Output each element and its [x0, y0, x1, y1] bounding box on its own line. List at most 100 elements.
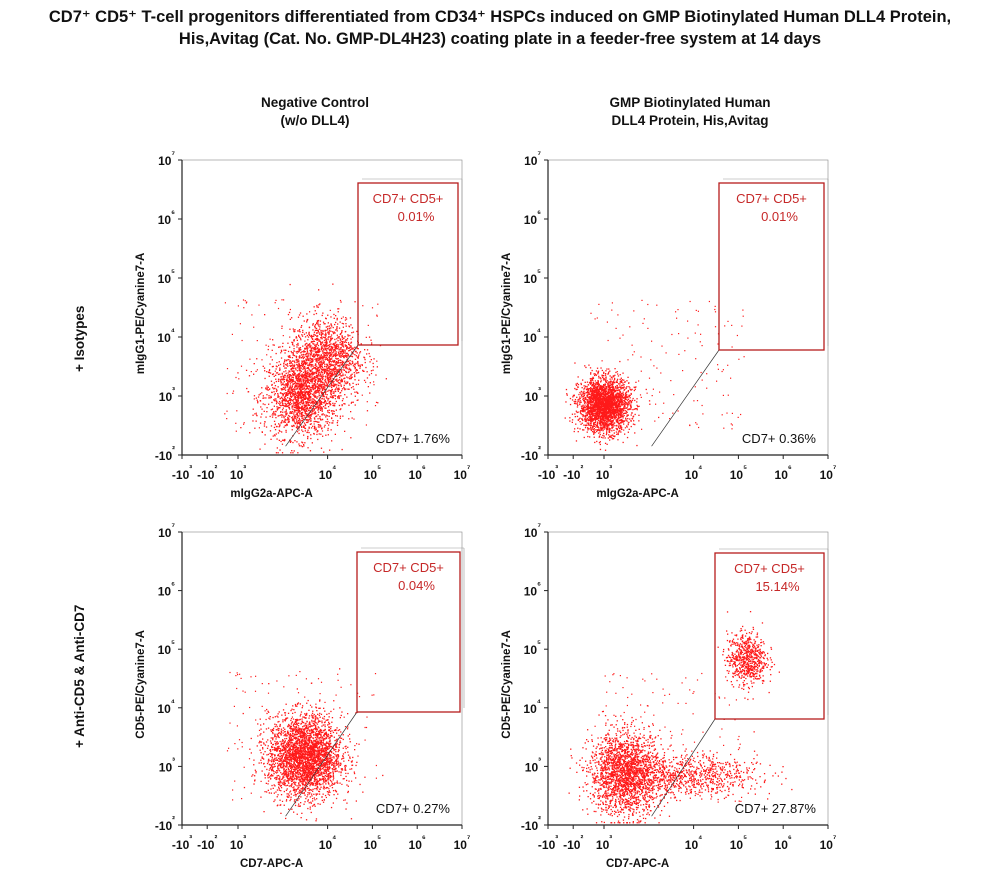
x-tick-label: 10⁴	[319, 463, 337, 482]
event-dot	[308, 418, 311, 420]
event-dot	[321, 413, 323, 416]
event-dot	[334, 349, 336, 351]
event-dot	[624, 404, 626, 407]
x-tick-label-text: 10⁷	[454, 463, 471, 482]
event-dot	[293, 394, 295, 396]
event-dot	[295, 336, 297, 338]
event-dot	[609, 416, 611, 418]
event-dot	[298, 334, 300, 336]
event-dot	[304, 430, 306, 432]
event-dot	[590, 417, 592, 419]
event-dot	[280, 381, 282, 383]
event-dot	[292, 370, 294, 372]
event-dot	[307, 355, 309, 357]
event-dot	[595, 382, 597, 384]
event-dot	[316, 359, 318, 361]
event-dot	[584, 402, 586, 404]
event-dot	[628, 394, 630, 396]
event-dot	[330, 429, 332, 431]
event-dot	[585, 414, 587, 416]
event-dot	[618, 389, 620, 391]
event-dot	[310, 419, 312, 421]
event-dot	[365, 336, 367, 338]
event-dot	[325, 382, 328, 384]
event-dot	[311, 380, 313, 383]
event-dot	[602, 437, 604, 439]
y-tick-label: 10³	[159, 385, 175, 404]
event-dot	[283, 416, 285, 419]
event-dot	[327, 382, 330, 384]
event-dot	[312, 365, 314, 367]
event-dot	[327, 410, 329, 412]
event-dot	[583, 399, 585, 402]
event-dot	[315, 348, 317, 350]
event-dot	[320, 402, 322, 404]
event-dot	[306, 376, 308, 378]
event-dot	[273, 400, 276, 402]
event-dot	[296, 384, 298, 386]
event-dot	[314, 327, 316, 329]
event-dot	[583, 397, 586, 399]
event-dot	[319, 365, 321, 367]
event-dot	[347, 347, 349, 349]
event-dot	[300, 413, 302, 415]
event-dot	[324, 330, 326, 332]
event-dot	[298, 411, 300, 413]
event-dot	[314, 390, 316, 393]
event-dot	[629, 400, 632, 402]
event-dot	[298, 349, 300, 351]
event-dot	[303, 377, 306, 379]
event-dot	[312, 353, 315, 356]
event-dot	[349, 378, 351, 380]
event-dot	[337, 365, 339, 367]
event-dot	[626, 420, 628, 422]
event-dot	[600, 436, 603, 438]
event-dot	[372, 362, 374, 365]
event-dot	[604, 394, 607, 397]
event-dot	[272, 344, 274, 346]
event-dot	[292, 392, 294, 394]
event-dot	[262, 397, 264, 399]
event-dot	[294, 389, 296, 391]
event-dot	[298, 415, 300, 417]
event-dot	[293, 412, 295, 414]
event-dot	[609, 389, 611, 391]
event-dot	[301, 426, 303, 428]
event-dot	[301, 394, 303, 396]
event-dot	[341, 335, 343, 337]
event-dot	[280, 414, 282, 416]
event-dot	[311, 360, 313, 363]
event-dot	[575, 383, 577, 385]
event-dot	[303, 320, 305, 322]
event-dot	[246, 387, 248, 390]
event-dot	[607, 395, 609, 398]
event-dot	[329, 352, 332, 354]
event-dot	[274, 393, 276, 395]
event-dot	[615, 407, 617, 409]
event-dot	[347, 371, 350, 374]
event-dot	[290, 440, 292, 442]
event-dot	[305, 410, 308, 412]
event-dot	[299, 419, 301, 421]
event-dot	[321, 314, 323, 317]
event-dot	[305, 388, 307, 391]
event-dot	[337, 311, 339, 313]
event-dot	[305, 374, 307, 377]
event-dot	[321, 347, 323, 349]
event-dot	[283, 381, 285, 383]
event-dot	[299, 347, 301, 349]
event-dot	[321, 389, 324, 391]
event-dot	[317, 378, 319, 380]
event-dot	[324, 345, 326, 347]
event-dot	[336, 375, 338, 377]
event-dot	[291, 425, 293, 427]
event-dot	[279, 425, 281, 427]
event-dot	[302, 377, 304, 379]
event-dot	[290, 375, 292, 377]
event-dot	[595, 416, 598, 419]
event-dot	[329, 449, 331, 451]
event-dot	[314, 325, 316, 327]
event-dot	[305, 372, 307, 374]
event-dot	[300, 379, 302, 381]
event-dot	[336, 384, 338, 386]
